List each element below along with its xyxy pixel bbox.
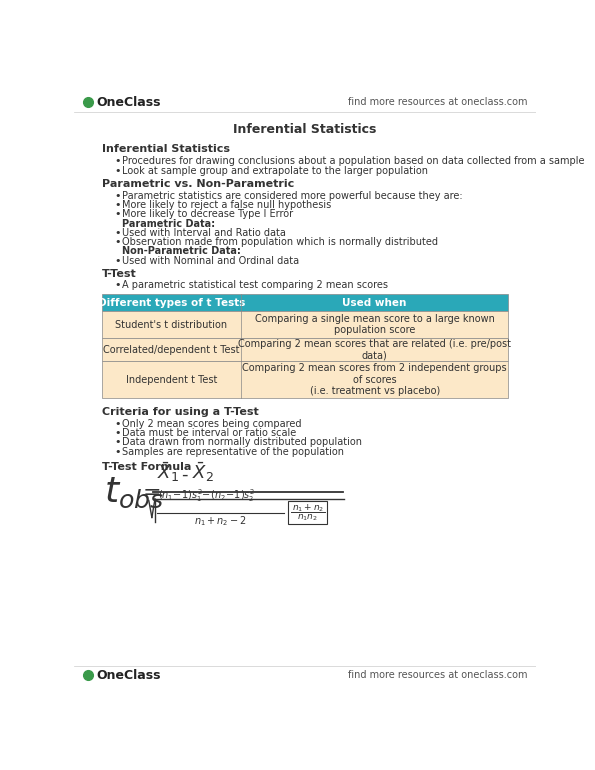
Text: A parametric statistical test comparing 2 mean scores: A parametric statistical test comparing … [123,280,389,290]
Text: •: • [115,200,121,210]
Text: =: = [143,483,161,503]
Text: -: - [181,466,188,484]
Text: Inferential Statistics: Inferential Statistics [102,144,230,154]
Text: Comparing 2 mean scores from 2 independent groups
of scores
(i.e. treatment vs p: Comparing 2 mean scores from 2 independe… [242,363,507,397]
Text: •: • [115,428,121,438]
Text: Inferential Statistics: Inferential Statistics [233,123,376,136]
Text: Data must be interval or ratio scale: Data must be interval or ratio scale [123,428,297,438]
Text: Parametric statistics are considered more powerful because they are:: Parametric statistics are considered mor… [123,191,463,201]
Text: Student's t distribution: Student's t distribution [115,320,227,330]
Text: Observation made from population which is normally distributed: Observation made from population which i… [123,237,439,247]
Text: Procedures for drawing conclusions about a population based on data collected fr: Procedures for drawing conclusions about… [123,156,585,166]
Text: Samples are representative of the population: Samples are representative of the popula… [123,447,345,457]
Text: OneClass: OneClass [96,96,161,109]
Text: Only 2 mean scores being compared: Only 2 mean scores being compared [123,419,302,429]
Text: Criteria for using a T-Test: Criteria for using a T-Test [102,407,258,417]
Text: More likely to decrease Type I Error: More likely to decrease Type I Error [123,209,293,219]
Text: $n_1+n_2-2$: $n_1+n_2-2$ [195,514,248,528]
Text: $t_{obs}$: $t_{obs}$ [104,476,164,510]
Text: Used with Interval and Ratio data: Used with Interval and Ratio data [123,228,286,238]
Text: •: • [115,447,121,457]
Text: •: • [115,209,121,219]
Text: Correlated/dependent t Test: Correlated/dependent t Test [103,345,240,354]
Text: Used with Nominal and Ordinal data: Used with Nominal and Ordinal data [123,256,299,266]
Text: T-Test Formula: T-Test Formula [102,462,191,472]
Text: •: • [115,156,121,166]
Bar [102,338,508,361]
Bar [288,500,327,524]
Text: Comparing a single mean score to a large known
population score: Comparing a single mean score to a large… [255,313,494,336]
Text: •: • [115,166,121,176]
Text: $(n_1\!-\!1)s_1^2\!-\!(n_2\!-\!1)s_2^2$: $(n_1\!-\!1)s_1^2\!-\!(n_2\!-\!1)s_2^2$ [158,487,255,504]
Text: Comparing 2 mean scores that are related (i.e. pre/post
data): Comparing 2 mean scores that are related… [238,339,511,360]
Text: find more resources at oneclass.com: find more resources at oneclass.com [348,671,528,680]
Text: •: • [115,256,121,266]
Text: T-Test: T-Test [102,269,136,279]
Text: •: • [115,237,121,247]
Bar [102,311,508,338]
Text: find more resources at oneclass.com: find more resources at oneclass.com [348,98,528,107]
Text: •: • [115,437,121,447]
Text: Data drawn from normally distributed population: Data drawn from normally distributed pop… [123,437,362,447]
Bar [102,294,508,311]
Text: OneClass: OneClass [96,669,161,681]
Text: Parametric Data:: Parametric Data: [123,219,215,229]
Text: Used when: Used when [343,298,407,307]
Text: Different types of t Tests: Different types of t Tests [98,298,245,307]
Text: •: • [115,419,121,429]
Text: •: • [115,228,121,238]
Text: Parametric vs. Non-Parametric: Parametric vs. Non-Parametric [102,179,294,189]
Text: $n_1+n_2$: $n_1+n_2$ [292,503,324,514]
Text: $\bar{X}_1$: $\bar{X}_1$ [156,460,178,484]
Text: $n_1 n_2$: $n_1 n_2$ [297,513,318,524]
Text: •: • [115,191,121,201]
Text: Non-Parametric Data:: Non-Parametric Data: [123,246,242,256]
Text: $\bar{X}_2$: $\bar{X}_2$ [192,460,214,484]
Bar [102,361,508,398]
Text: •: • [115,280,121,290]
Text: Look at sample group and extrapolate to the larger population: Look at sample group and extrapolate to … [123,166,428,176]
Text: Independent t Test: Independent t Test [126,375,217,384]
Text: More likely to reject a false null hypothesis: More likely to reject a false null hypot… [123,200,331,210]
